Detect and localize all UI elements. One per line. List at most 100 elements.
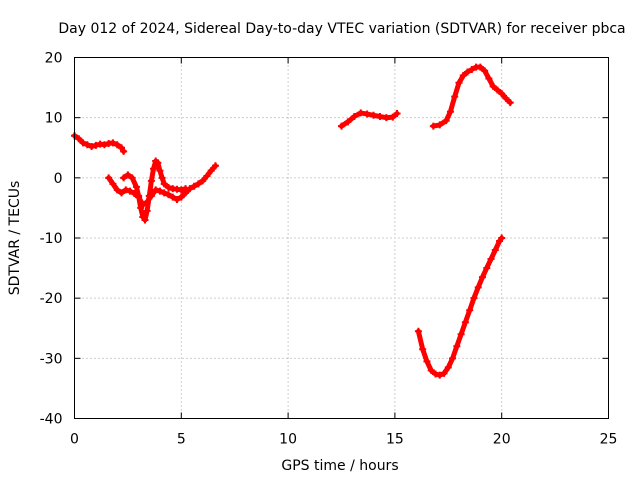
x-tick-label: 15: [386, 432, 404, 448]
data-point: [449, 354, 457, 362]
y-tick-label: 10: [45, 111, 63, 127]
data-point: [470, 294, 478, 302]
data-point: [194, 180, 202, 188]
data-series-arc-5: [429, 63, 514, 130]
data-point: [137, 204, 145, 212]
data-point: [113, 186, 121, 194]
data-point: [124, 171, 132, 179]
data-point: [468, 66, 476, 74]
data-point: [493, 86, 501, 94]
data-point: [459, 72, 467, 80]
data-point: [158, 174, 166, 182]
data-point: [122, 186, 130, 194]
data-series: [71, 63, 514, 379]
data-point: [120, 147, 128, 155]
y-tick-labels: -40 -30 -20 -10 0 10 20: [40, 51, 63, 428]
data-point: [498, 90, 506, 98]
y-tick-label: -40: [40, 412, 63, 428]
chart-title: Day 012 of 2024, Sidereal Day-to-day VTE…: [58, 21, 625, 37]
data-point: [446, 108, 454, 116]
data-point: [487, 255, 495, 263]
data-point: [464, 68, 472, 76]
data-point: [498, 234, 506, 242]
grid-lines: [74, 57, 609, 419]
data-series-arc-1: [71, 132, 128, 155]
data-point: [453, 342, 461, 350]
data-point: [135, 192, 143, 200]
data-point: [427, 366, 435, 374]
y-axis-label: SDTVAR / TECUs: [7, 181, 23, 296]
x-tick-label: 0: [70, 432, 79, 448]
data-point: [109, 139, 117, 147]
data-point: [160, 189, 168, 197]
data-point: [92, 141, 100, 149]
data-point: [152, 186, 160, 194]
data-series-arc-2: [105, 162, 219, 209]
data-point: [350, 112, 358, 120]
data-point: [75, 135, 83, 143]
data-point: [203, 172, 211, 180]
data-point: [88, 143, 96, 151]
data-point: [211, 162, 219, 170]
data-point: [105, 174, 113, 182]
data-point: [207, 167, 215, 175]
data-point: [338, 122, 345, 130]
data-point: [128, 174, 136, 182]
y-tick-label: 20: [45, 51, 63, 67]
data-point: [393, 109, 401, 117]
data-point: [160, 180, 168, 188]
data-point: [423, 357, 431, 365]
data-point: [461, 318, 469, 326]
y-tick-label: 0: [54, 171, 63, 187]
x-axis-label: GPS time / hours: [281, 458, 398, 474]
data-point: [489, 82, 497, 90]
data-point: [164, 183, 172, 191]
data-point: [476, 63, 484, 71]
data-point: [363, 110, 371, 118]
data-point: [109, 180, 117, 188]
data-point: [79, 139, 87, 147]
data-point: [147, 177, 155, 185]
data-point: [440, 369, 448, 377]
data-point: [502, 94, 510, 102]
data-point: [344, 118, 352, 126]
data-point: [485, 75, 493, 83]
data-point: [143, 207, 151, 215]
data-series-arc-6: [414, 234, 506, 379]
data-point: [190, 182, 198, 190]
y-tick-label: -30: [40, 351, 63, 367]
data-point: [156, 167, 164, 175]
data-point: [113, 141, 121, 149]
data-point: [414, 327, 422, 335]
data-point: [117, 144, 125, 152]
data-series-arc-4: [338, 109, 401, 130]
data-point: [442, 117, 450, 125]
data-point: [478, 273, 486, 281]
data-series-arc-3: [120, 157, 190, 224]
data-point: [132, 183, 140, 191]
x-tick-label: 10: [279, 432, 297, 448]
data-point: [141, 216, 149, 224]
data-point: [474, 283, 482, 291]
data-point: [382, 114, 390, 122]
data-point: [451, 93, 459, 101]
data-point: [389, 113, 397, 121]
data-point: [154, 159, 162, 167]
x-tick-label: 25: [600, 432, 618, 448]
data-point: [436, 371, 444, 379]
data-point: [419, 345, 427, 353]
data-point: [100, 141, 108, 149]
data-point: [173, 195, 181, 203]
data-point: [177, 193, 185, 201]
data-point: [457, 330, 465, 338]
x-tick-labels: 0 5 10 15 20 25: [70, 432, 617, 448]
data-point: [150, 165, 158, 173]
x-tick-label: 5: [177, 432, 186, 448]
y-tick-label: -10: [40, 231, 63, 247]
data-point: [431, 370, 439, 378]
data-point: [182, 185, 190, 193]
data-point: [120, 174, 128, 182]
data-point: [455, 79, 463, 87]
data-point: [83, 141, 91, 149]
